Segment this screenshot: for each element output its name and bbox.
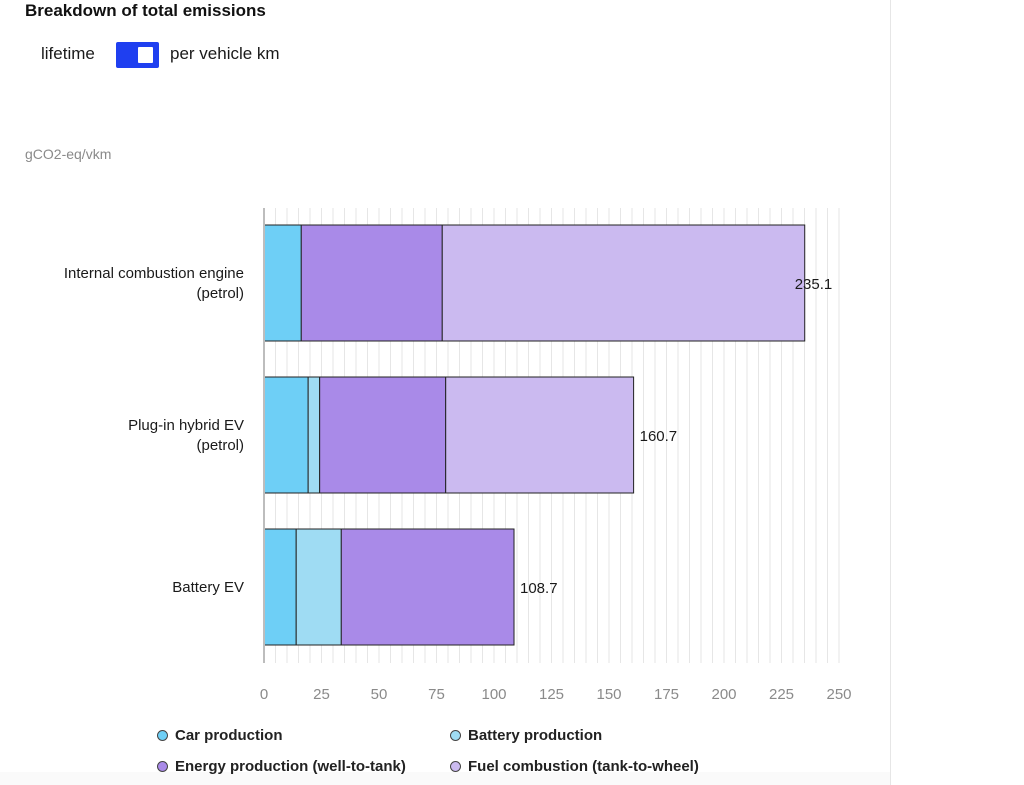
bar-segment-energy-production-well-to-tank[interactable] xyxy=(319,376,447,494)
category-label: (petrol) xyxy=(196,437,244,454)
legend-dot-battery-production xyxy=(450,730,461,741)
category-label: Plug-in hybrid EV xyxy=(128,417,244,434)
chart-title: Breakdown of total emissions xyxy=(25,1,266,20)
toggle-knob xyxy=(138,47,153,63)
total-value-label: 108.7 xyxy=(520,580,558,597)
x-tick-label: 200 xyxy=(711,686,736,703)
total-value-label: 235.1 xyxy=(795,276,833,293)
legend: Car production Battery production Energy… xyxy=(157,727,797,783)
x-tick-label: 175 xyxy=(654,686,679,703)
legend-dot-car-production xyxy=(157,730,168,741)
category-label: (petrol) xyxy=(196,285,244,302)
right-panel-divider xyxy=(890,0,891,785)
total-value-label: 160.7 xyxy=(640,428,678,445)
category-label: Battery EV xyxy=(172,579,244,596)
stacked-bar-chart: 235.1 Internal combustion engine (petrol) 1… xyxy=(64,208,852,703)
bar-segment-energy-production-well-to-tank[interactable] xyxy=(300,224,443,342)
y-unit-label: gCO2-eq/vkm xyxy=(25,146,112,162)
toggle-label-per-vehicle-km[interactable]: per vehicle km xyxy=(170,44,280,63)
x-tick-label: 25 xyxy=(313,686,330,703)
legend-label: Energy production (well-to-tank) xyxy=(175,758,406,775)
x-tick-label: 250 xyxy=(826,686,851,703)
toggle-label-lifetime[interactable]: lifetime xyxy=(41,44,95,63)
unit-toggle-switch[interactable] xyxy=(116,42,159,68)
legend-item-battery-production[interactable]: Battery production xyxy=(450,727,602,744)
bottom-strip xyxy=(0,772,890,785)
bar-segment-car-production[interactable] xyxy=(263,224,302,342)
x-tick-label: 75 xyxy=(428,686,445,703)
legend-label: Battery production xyxy=(468,727,603,744)
legend-item-car-production[interactable]: Car production xyxy=(157,727,283,744)
bar-segment-car-production[interactable] xyxy=(263,528,297,646)
bar-segment-battery-production[interactable] xyxy=(307,376,321,494)
legend-label: Fuel combustion (tank-to-wheel) xyxy=(468,758,699,775)
bars xyxy=(263,224,806,646)
x-tick-label: 50 xyxy=(371,686,388,703)
legend-item-fuel-combustion[interactable]: Fuel combustion (tank-to-wheel) xyxy=(450,758,699,775)
legend-item-energy-production[interactable]: Energy production (well-to-tank) xyxy=(157,758,406,775)
x-tick-label: 225 xyxy=(769,686,794,703)
legend-dot-fuel-combustion xyxy=(450,761,461,772)
x-tick-label: 100 xyxy=(481,686,506,703)
legend-dot-energy-production xyxy=(157,761,168,772)
bar-segment-fuel-combustion-tank-to-wheel[interactable] xyxy=(445,376,635,494)
bar-segment-energy-production-well-to-tank[interactable] xyxy=(340,528,515,646)
bar-segment-car-production[interactable] xyxy=(263,376,309,494)
category-label: Internal combustion engine xyxy=(64,265,244,282)
bar-segment-battery-production[interactable] xyxy=(295,528,342,646)
x-tick-label: 125 xyxy=(539,686,564,703)
bar-segment-fuel-combustion-tank-to-wheel[interactable] xyxy=(441,224,806,342)
x-tick-label: 150 xyxy=(596,686,621,703)
labels: 235.1 Internal combustion engine (petrol) 1… xyxy=(64,265,852,703)
right-panel xyxy=(891,0,1024,785)
legend-label: Car production xyxy=(175,727,283,744)
x-tick-label: 0 xyxy=(260,686,268,703)
